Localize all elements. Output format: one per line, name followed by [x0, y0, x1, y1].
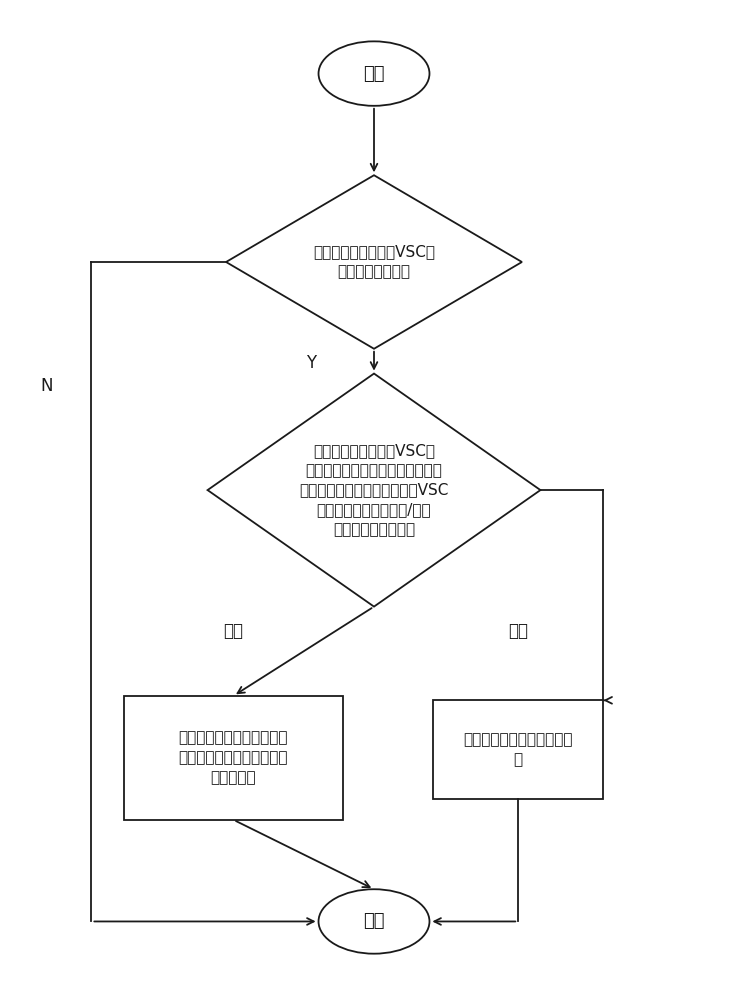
Text: 第二极的有功功率参考値根
据双极有功功率控制模式进
行相应调节: 第二极的有功功率参考値根 据双极有功功率控制模式进 行相应调节	[179, 731, 288, 785]
Text: 有功功率控制模式的VSC端
换流站的第一极切换为直流电压控
制模式，有功功率控制模式的VSC
端换流站的第二极为单/双极
有功功率控制模式？: 有功功率控制模式的VSC端 换流站的第一极切换为直流电压控 制模式，有功功率控制…	[299, 443, 449, 537]
Text: 开始: 开始	[364, 65, 384, 83]
Text: Y: Y	[306, 354, 316, 372]
Text: 结束: 结束	[364, 912, 384, 930]
Text: 双极: 双极	[224, 622, 243, 640]
Bar	[433, 700, 604, 799]
Text: N: N	[41, 377, 53, 395]
Text: 单极: 单极	[508, 622, 528, 640]
Bar	[124, 696, 343, 820]
Text: 直流电压控制模式的VSC端
换流站一极停运？: 直流电压控制模式的VSC端 换流站一极停运？	[313, 245, 435, 279]
Text: 第二极的有功功率参考値不
变: 第二极的有功功率参考値不 变	[464, 732, 573, 767]
